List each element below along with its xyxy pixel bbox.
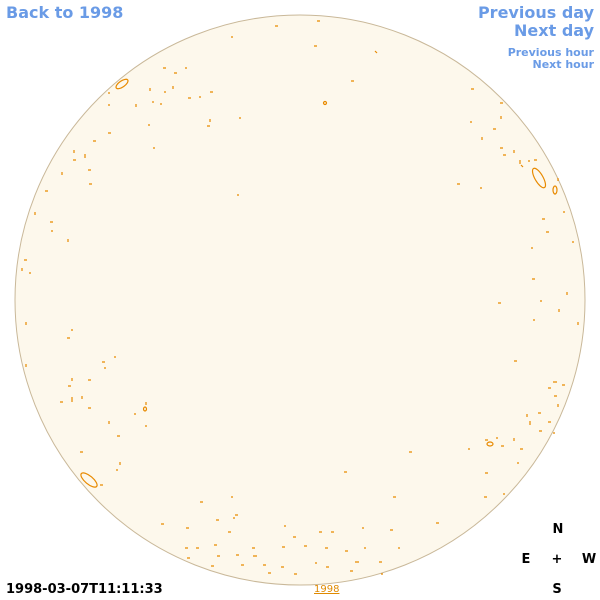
next-hour-link[interactable]: Next hour xyxy=(532,58,595,71)
solar-disk xyxy=(14,14,586,586)
back-link[interactable]: Back to 1998 xyxy=(6,3,124,22)
previous-day-link[interactable]: Previous day xyxy=(477,3,594,22)
next-day-link[interactable]: Next day xyxy=(514,21,594,40)
active-regions xyxy=(21,20,579,575)
compass-south: S xyxy=(552,582,562,597)
compass-east: E xyxy=(521,552,531,567)
timestamp: 1998-03-07T11:11:33 xyxy=(6,582,163,597)
previous-hour-link[interactable]: Previous hour xyxy=(507,46,594,59)
compass-west: W xyxy=(581,552,597,567)
compass-center: + xyxy=(551,552,563,567)
year-link[interactable]: 1998 xyxy=(314,584,340,595)
compass-north: N xyxy=(552,522,564,537)
